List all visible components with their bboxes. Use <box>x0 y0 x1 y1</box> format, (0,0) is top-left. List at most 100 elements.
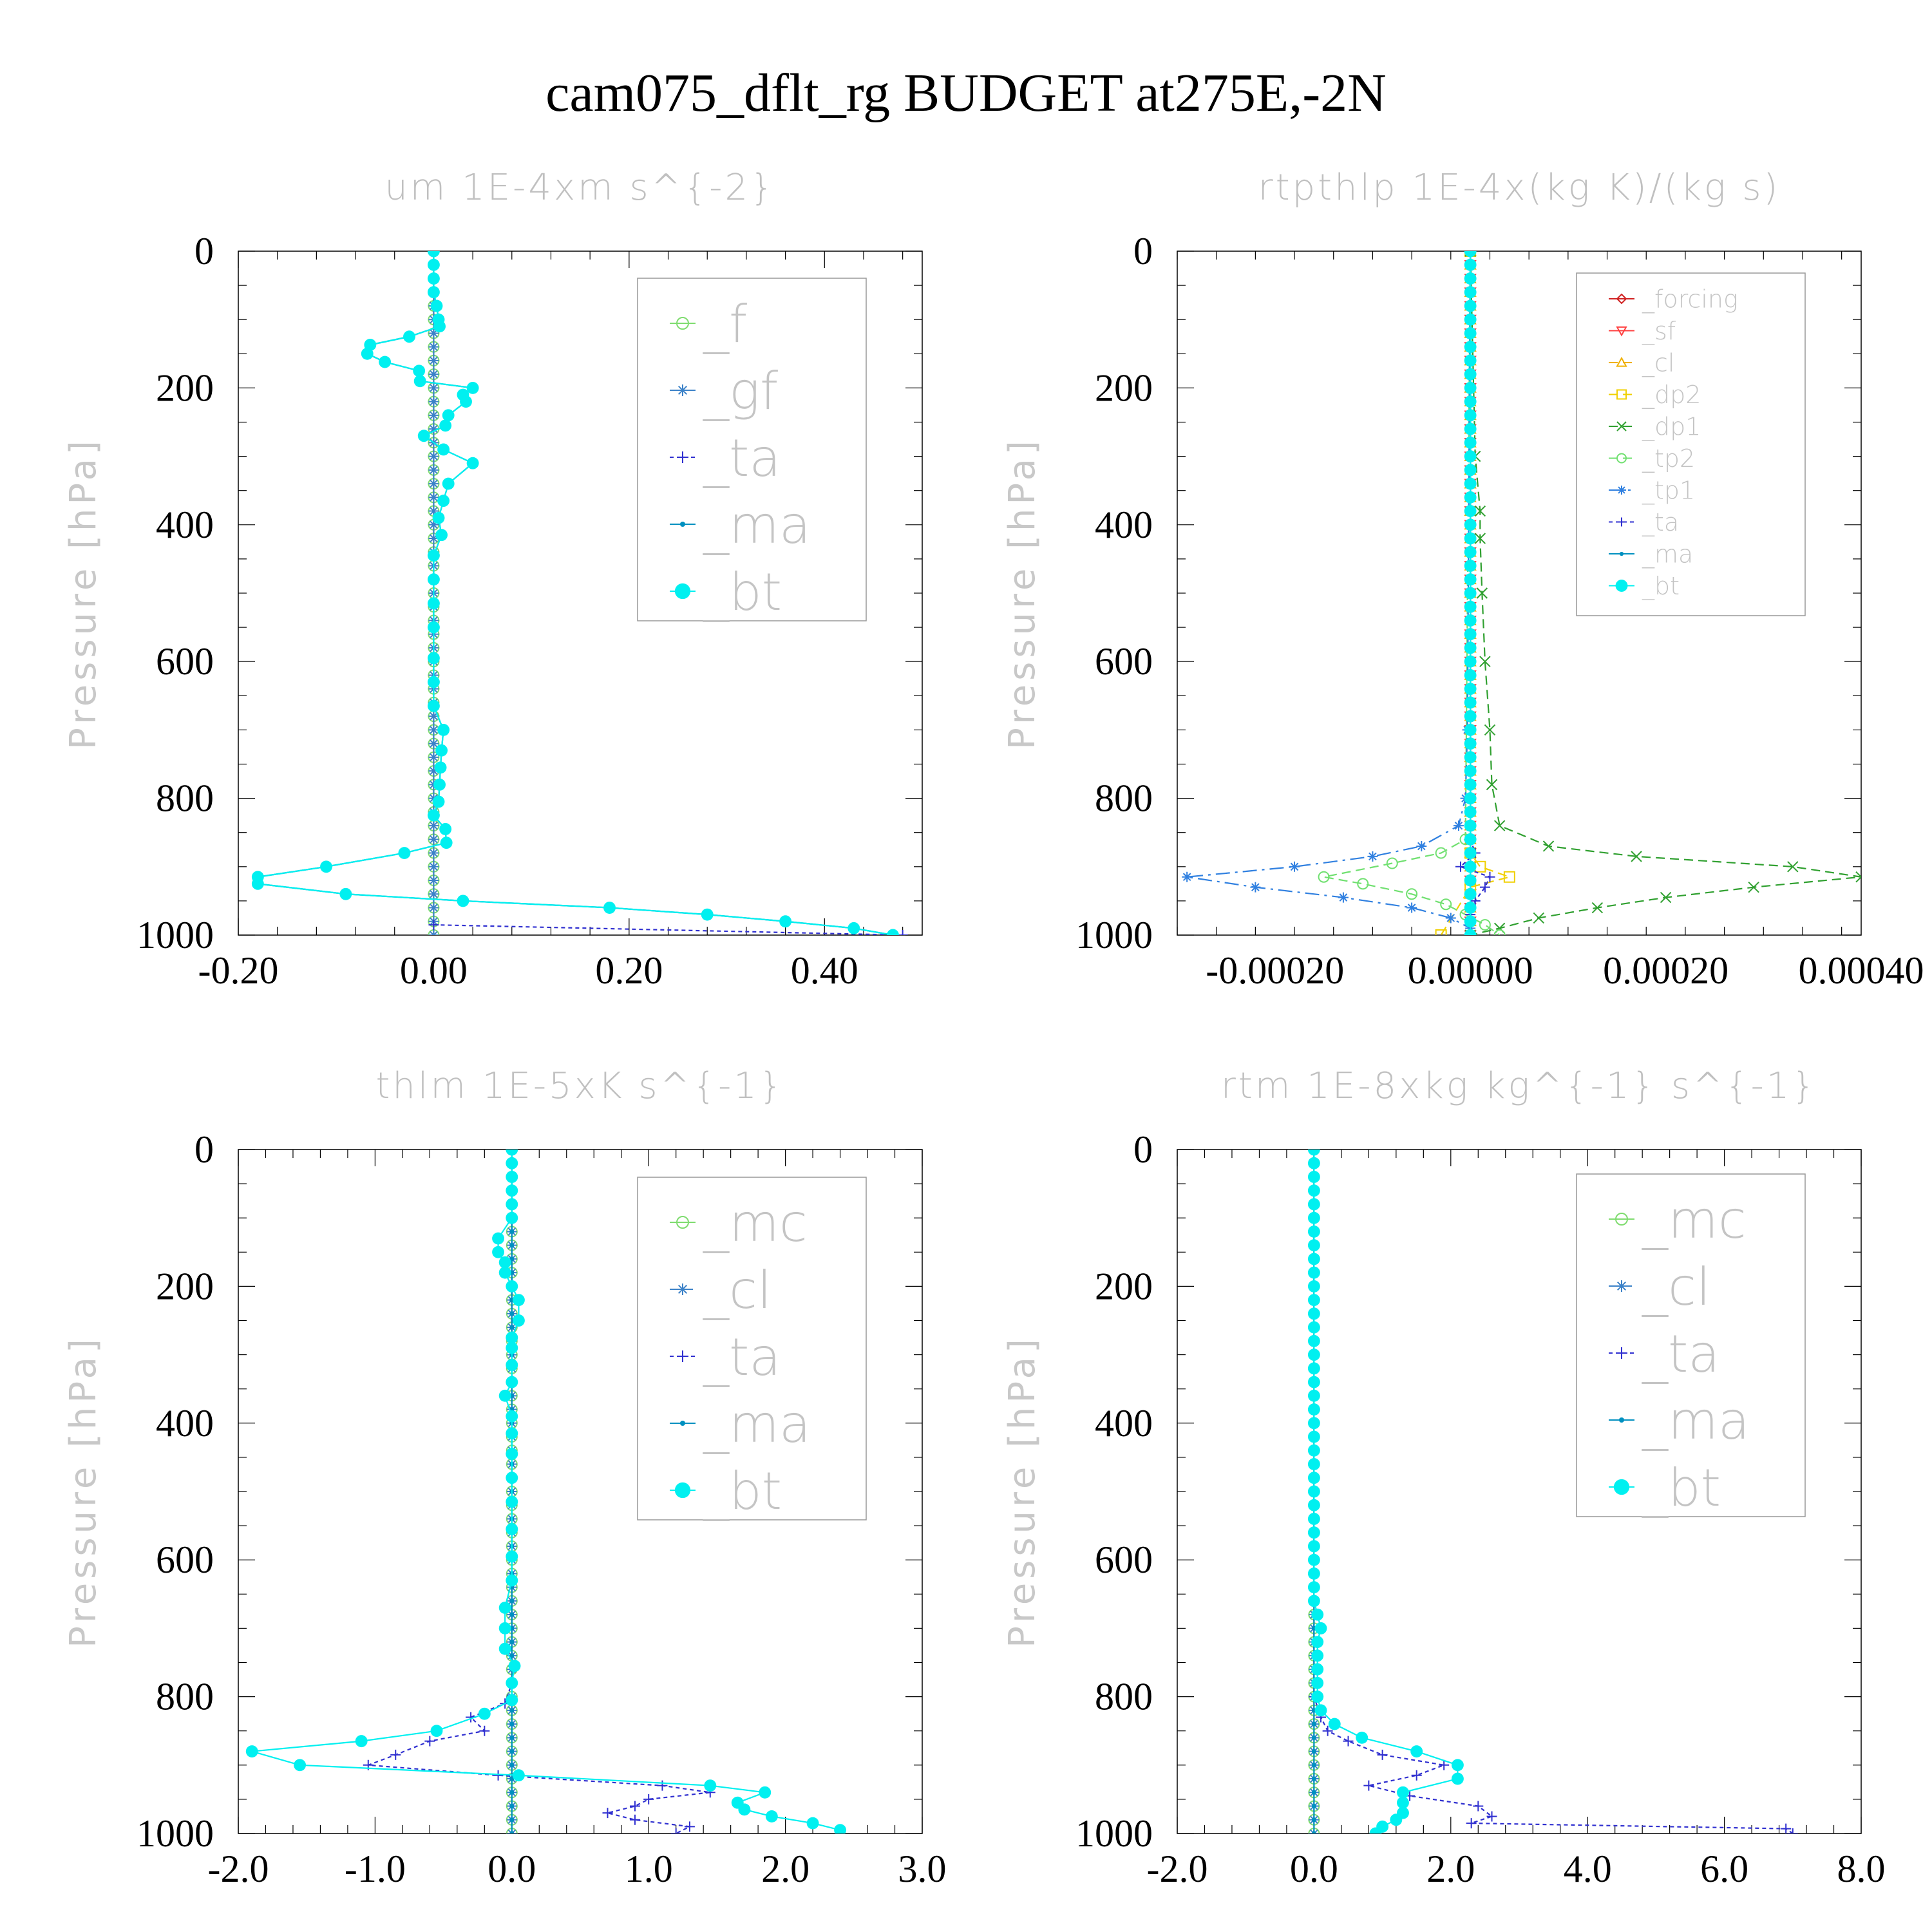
point-ma <box>509 1803 515 1809</box>
point-ma <box>509 1243 515 1248</box>
point-ta <box>428 920 439 931</box>
point-tp2 <box>1386 857 1398 869</box>
point-bt <box>508 1660 521 1672</box>
legend-label: _mc <box>703 1193 808 1253</box>
point-bt <box>1311 1649 1324 1662</box>
point-ta <box>390 1749 401 1760</box>
legend-label: _tp2 <box>1642 444 1695 473</box>
legend-label: _mc <box>1642 1190 1747 1250</box>
point-bt <box>427 286 440 299</box>
panel-1: um 1E-4xm s^{-2} Pressure [hPa] 0 200 400 600… <box>62 167 923 992</box>
y-tick-label: 400 <box>156 1402 214 1444</box>
point-ma <box>509 1653 515 1658</box>
legend-marker-mc <box>1615 1213 1628 1226</box>
point-bt <box>506 1171 518 1183</box>
series-group <box>251 251 908 935</box>
legend-marker-ma <box>679 1420 686 1426</box>
legend: _mc _cl _ta _ma _bt <box>637 1177 867 1521</box>
point-bt <box>506 1376 518 1388</box>
point-bt <box>1464 518 1477 531</box>
legend-marker-ma <box>1619 551 1624 556</box>
legend-label: _ta <box>1642 1324 1719 1384</box>
series-group <box>1182 251 1861 935</box>
point-ta <box>629 1814 640 1825</box>
point-bt <box>427 652 440 665</box>
point-bt <box>1464 915 1477 928</box>
point-bt <box>1464 491 1477 504</box>
point-bt <box>1464 573 1477 586</box>
y-tick-label: 400 <box>1095 1402 1153 1444</box>
legend-marker-tp2 <box>1616 453 1627 464</box>
point-bt <box>506 1410 518 1423</box>
point-bt <box>1464 532 1477 545</box>
y-tick-label: 0 <box>1133 230 1153 272</box>
point-bt <box>1464 600 1477 613</box>
legend-label: _bt <box>703 562 782 622</box>
point-ma <box>509 1708 515 1713</box>
point-tp1 <box>1182 871 1193 882</box>
point-dp1 <box>1493 820 1506 831</box>
series-line-tp1 <box>1187 251 1472 935</box>
point-bt <box>1307 1581 1320 1594</box>
point-bt <box>1451 1772 1464 1785</box>
point-bt <box>603 902 616 914</box>
point-bt <box>437 495 450 507</box>
point-tp2 <box>1406 888 1418 900</box>
point-bt <box>1307 1198 1320 1211</box>
point-bt <box>1307 1526 1320 1539</box>
point-bt <box>427 676 440 688</box>
point-bt <box>379 355 392 368</box>
point-bt <box>1311 1690 1324 1703</box>
point-ta <box>1377 1749 1388 1760</box>
point-bt <box>512 1314 525 1327</box>
point-bt <box>498 1602 511 1614</box>
point-tp1 <box>1406 902 1417 913</box>
point-gf <box>428 410 439 421</box>
legend-marker-tp1 <box>1617 486 1626 495</box>
point-ma <box>1311 1831 1316 1833</box>
legend-label: _ma <box>703 1394 811 1454</box>
point-gf <box>428 519 439 530</box>
point-dp1 <box>1533 912 1545 924</box>
legend: _forcing _sf _cl _dp2 _dp1_tp2 _tp1_ta _ma _bt <box>1576 272 1806 616</box>
point-bt <box>430 1725 443 1738</box>
legend-label: _bt <box>1642 572 1680 601</box>
y-tick-label: 600 <box>1095 640 1153 683</box>
point-ta <box>1363 1780 1374 1791</box>
point-bt <box>430 299 443 312</box>
point-bt <box>1307 1362 1320 1375</box>
point-bt <box>439 419 452 432</box>
legend-label: _ta <box>703 1327 781 1387</box>
series-line-bt <box>1313 1150 1459 1833</box>
point-ta <box>657 1780 668 1791</box>
y-tick-label: 800 <box>1095 1676 1153 1718</box>
point-ma <box>1311 1776 1316 1781</box>
point-tp2 <box>1479 919 1491 931</box>
point-bt <box>1464 251 1477 258</box>
legend-label: _cl <box>1642 1257 1710 1317</box>
point-bt <box>498 1256 511 1269</box>
x-tick-label: 0.40 <box>791 949 858 992</box>
point-bt <box>1464 668 1477 681</box>
x-tick-label: 8.0 <box>1837 1848 1886 1890</box>
x-tick-label: -1.0 <box>345 1848 406 1890</box>
legend-label: _forcing <box>1642 285 1738 314</box>
y-tick-label: 1000 <box>137 914 214 956</box>
point-bt <box>506 1427 518 1440</box>
point-bt <box>848 922 860 934</box>
point-bt <box>1397 1796 1409 1809</box>
legend-marker-cl <box>677 1283 688 1295</box>
legend-box <box>637 1177 867 1520</box>
x-tick-label: 0.0 <box>488 1848 536 1890</box>
point-bt <box>1464 751 1477 764</box>
point-ma <box>509 1790 515 1795</box>
point-bt <box>1307 1280 1320 1293</box>
y-tick-label: 200 <box>1095 366 1153 409</box>
series-line-ta <box>433 923 903 935</box>
point-dp2 <box>1503 871 1515 883</box>
legend-label: _bt <box>1642 1458 1721 1518</box>
point-bt <box>355 1735 368 1748</box>
point-gf <box>428 369 439 380</box>
legend-label: _cl <box>703 1260 772 1320</box>
legend-label: _tp1 <box>1642 477 1695 506</box>
